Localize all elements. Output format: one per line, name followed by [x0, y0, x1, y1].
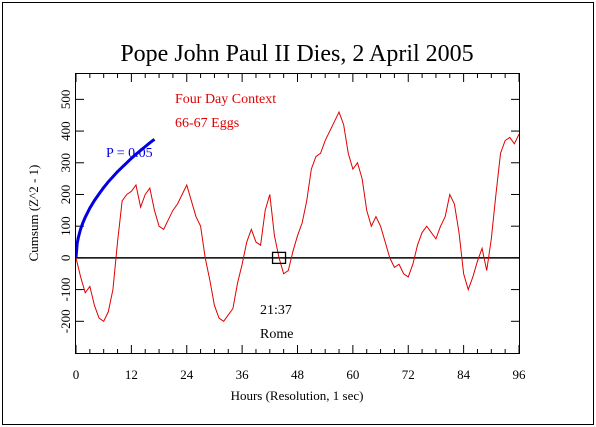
y-tick-label: 500: [58, 90, 73, 110]
chart-title: Pope John Paul II Dies, 2 April 2005: [120, 41, 473, 67]
y-tick-label: -100: [58, 278, 73, 302]
x-tick-label: 0: [73, 367, 80, 382]
annotation-event-time: 21:37: [260, 303, 292, 318]
x-tick-label: 48: [291, 367, 304, 382]
x-tick-label: 60: [346, 367, 359, 382]
y-tick-label: 400: [58, 121, 73, 141]
x-tick-label: 24: [180, 367, 194, 382]
x-axis-label: Hours (Resolution, 1 sec): [231, 388, 364, 403]
x-tick-label: 72: [402, 367, 415, 382]
x-tick-labels: 0 12 24 36 48 60 72 84 96: [73, 367, 526, 382]
axis-ticks: [75, 74, 520, 353]
y-tick-label: 0: [58, 255, 73, 262]
y-tick-label: 200: [58, 185, 73, 205]
y-tick-label: 300: [58, 153, 73, 173]
series-line-cumsum: [76, 110, 519, 323]
x-tick-label: 12: [125, 367, 138, 382]
y-axis-label: Cumsum (Z^2 - 1): [26, 165, 41, 262]
annotation-event-place: Rome: [260, 327, 293, 342]
y-tick-label: 100: [58, 216, 73, 236]
x-tick-label: 96: [513, 367, 527, 382]
legend-p05-label: P = 0.05: [106, 146, 153, 161]
y-tick-label: -200: [58, 309, 73, 333]
series-line-p05: [76, 138, 156, 259]
event-marker-box: [271, 251, 287, 265]
x-tick-label: 84: [457, 367, 471, 382]
annotation-context: Four Day Context: [175, 92, 276, 107]
x-tick-label: 36: [236, 367, 250, 382]
y-tick-labels: -200 -100 0 100 200 300 400 500: [58, 90, 73, 334]
plot-frame: [75, 73, 520, 354]
annotation-eggs: 66-67 Eggs: [175, 116, 239, 131]
